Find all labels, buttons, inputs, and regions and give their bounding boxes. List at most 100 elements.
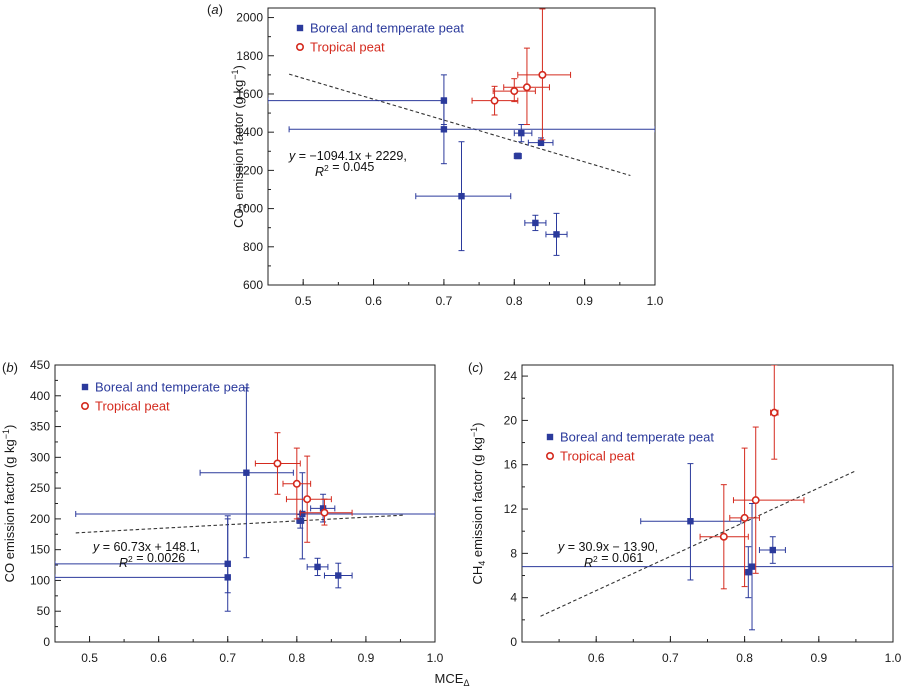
y-tick-label: 1400 [236, 125, 263, 139]
legend-boreal-marker [546, 433, 554, 441]
y-tick-label: 0 [43, 635, 50, 649]
x-tick-label: 0.7 [219, 651, 236, 665]
legend: Boreal and temperate peat Tropical peat [81, 380, 249, 414]
boreal-series [268, 74, 655, 256]
y-tick-label: 20 [504, 413, 518, 427]
tropical-point [320, 508, 329, 517]
equation-text: R2 = 0.045 [315, 160, 374, 179]
y-tick-label: 2000 [236, 11, 263, 25]
y-axis-label: CH4 emission factor (g kg−1) [469, 423, 487, 585]
y-tick-label: 600 [243, 278, 263, 292]
legend-tropical-marker [81, 401, 90, 410]
boreal-point [297, 517, 304, 524]
equation-text: R2 = 0.0026 [119, 551, 185, 570]
tropical-point [510, 87, 519, 96]
y-tick-label: 200 [30, 512, 50, 526]
y-tick-label: 100 [30, 573, 50, 587]
y-tick-label: 4 [510, 591, 517, 605]
tropical-series [699, 365, 805, 590]
boreal-point [745, 568, 752, 576]
y-tick-label: 50 [37, 604, 51, 618]
regression-equation: y = −1094.1x + 2229,R2 = 0.045 [288, 149, 407, 179]
y-tick-label: 8 [510, 546, 517, 560]
x-tick-label: 1.0 [427, 651, 444, 665]
x-tick-label: 1.0 [885, 651, 902, 665]
y-axis-label: CO emission factor (g kg−1) [1, 425, 17, 583]
x-tick-label: 0.7 [662, 651, 679, 665]
x-tick-label: 0.6 [150, 651, 167, 665]
boreal-point [537, 139, 545, 146]
boreal-point [243, 469, 250, 476]
plot-frame [267, 7, 656, 286]
regression-line [288, 73, 631, 177]
boreal-point [314, 563, 321, 571]
panel-label: (c) [468, 360, 483, 375]
x-tick-label: 0.5 [295, 294, 312, 308]
boreal-point [518, 129, 525, 137]
x-tick-label: 0.7 [436, 294, 453, 308]
x-tick-label: 0.6 [588, 651, 605, 665]
y-tick-label: 1600 [236, 87, 263, 101]
legend-boreal-label: Boreal and temperate peat [560, 430, 714, 445]
x-tick-label: 0.9 [810, 651, 827, 665]
tropical-point [490, 96, 499, 105]
boreal-point [687, 518, 694, 525]
legend-boreal-label: Boreal and temperate peat [310, 21, 464, 36]
panel-a-chart: 600 800 1000 1200 1400 1600 1800 2000 0.5 0.6 0.7 0… [207, 2, 664, 308]
panel-label: (b) [2, 360, 18, 375]
y-tick-label: 350 [30, 420, 50, 434]
y-tick-label: 1000 [236, 202, 263, 216]
boreal-point [299, 510, 306, 518]
y-tick-label: 450 [30, 358, 50, 372]
boreal-point [440, 126, 448, 133]
x-tick-label: 0.8 [288, 651, 305, 665]
y-tick-label: 1200 [236, 163, 263, 177]
panel-c-chart: 0 4 8 12 16 20 24 0.6 0.7 0.8 0.9 1.0 (c) CH4 emissio… [468, 360, 902, 665]
panel-b-chart: 0 50 100 150 200 250 300 350 400 450 0.5 0.6 0.7 0.8 0… [1, 358, 444, 665]
legend-tropical-marker [295, 42, 304, 51]
y-tick-label: 1800 [236, 49, 263, 63]
legend: Boreal and temperate peat Tropical peat [545, 430, 714, 464]
x-tick-label: 0.9 [358, 651, 375, 665]
legend-tropical-label: Tropical peat [560, 449, 635, 464]
equation-text: y = 60.73x + 148.1, [92, 540, 200, 554]
y-tick-label: 24 [504, 369, 518, 383]
tropical-point [538, 70, 547, 79]
legend-boreal-label: Boreal and temperate peat [95, 380, 249, 395]
tropical-series [254, 432, 353, 543]
x-tick-label: 0.8 [736, 651, 753, 665]
equation-text: R2 = 0.061 [584, 551, 643, 570]
tropical-point [292, 479, 301, 488]
regression-equation: y = 30.9x − 13.90,R2 = 0.061 [557, 540, 658, 570]
equation-text: y = −1094.1x + 2229, [288, 149, 407, 163]
boreal-point [769, 546, 776, 554]
boreal-point [514, 152, 521, 160]
legend-tropical-marker [545, 451, 554, 460]
tropical-point [719, 532, 728, 541]
boreal-point [553, 231, 560, 238]
tropical-point [273, 459, 282, 468]
boreal-point [319, 505, 327, 512]
y-tick-label: 400 [30, 389, 50, 403]
regression-line [540, 470, 857, 617]
legend-boreal-marker [81, 383, 89, 391]
plot-area [268, 8, 655, 256]
y-tick-label: 150 [30, 543, 50, 557]
tropical-series [471, 8, 572, 141]
x-tick-label: 0.8 [506, 294, 523, 308]
y-axis-label: CO2 emission factor (g kg−1) [230, 65, 248, 228]
legend-boreal-marker [296, 24, 304, 32]
y-tick-label: 300 [30, 450, 50, 464]
tropical-point [522, 83, 531, 92]
tropical-point [770, 408, 779, 417]
legend: Boreal and temperate peat Tropical peat [295, 21, 464, 55]
equation-text: y = 30.9x − 13.90, [557, 540, 658, 554]
y-tick-label: 12 [504, 502, 518, 516]
y-tick-label: 800 [243, 240, 263, 254]
boreal-point [532, 219, 539, 227]
tropical-point [740, 513, 749, 522]
tropical-point [751, 496, 760, 505]
plot-frame [521, 364, 894, 643]
x-tick-label: 0.5 [81, 651, 98, 665]
regression-line [75, 514, 404, 534]
